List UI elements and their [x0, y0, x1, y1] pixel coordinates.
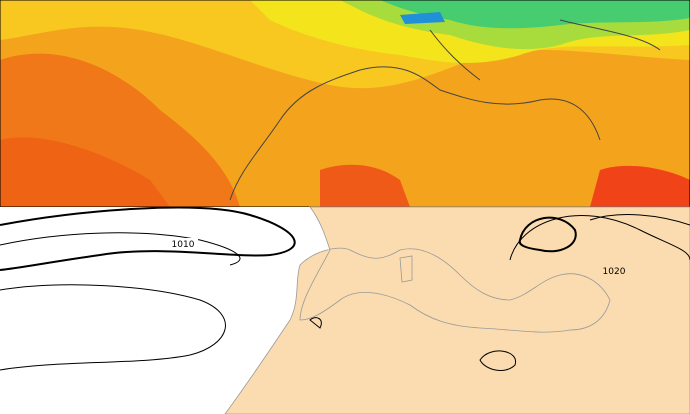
field-hot-spot [320, 164, 410, 207]
field-coldest [400, 12, 445, 24]
isobar [309, 317, 516, 371]
pressure-map: 1010 1020 [0, 206, 690, 414]
coastline [229, 19, 661, 201]
field-cold [380, 0, 690, 29]
isobar [589, 214, 690, 226]
isobar [0, 232, 241, 266]
isobar [0, 284, 226, 371]
isobar [0, 206, 296, 271]
field-hot [0, 137, 170, 207]
isobar-label: 1020 [603, 267, 626, 277]
label-bg [168, 238, 198, 250]
land [224, 206, 690, 414]
temperature-map [0, 0, 690, 208]
isobar [509, 215, 690, 261]
field-hot-spot [590, 165, 690, 207]
isobar [518, 216, 577, 253]
isobar-label: 1010 [172, 240, 195, 250]
label-bg [600, 265, 628, 277]
island [399, 255, 413, 283]
